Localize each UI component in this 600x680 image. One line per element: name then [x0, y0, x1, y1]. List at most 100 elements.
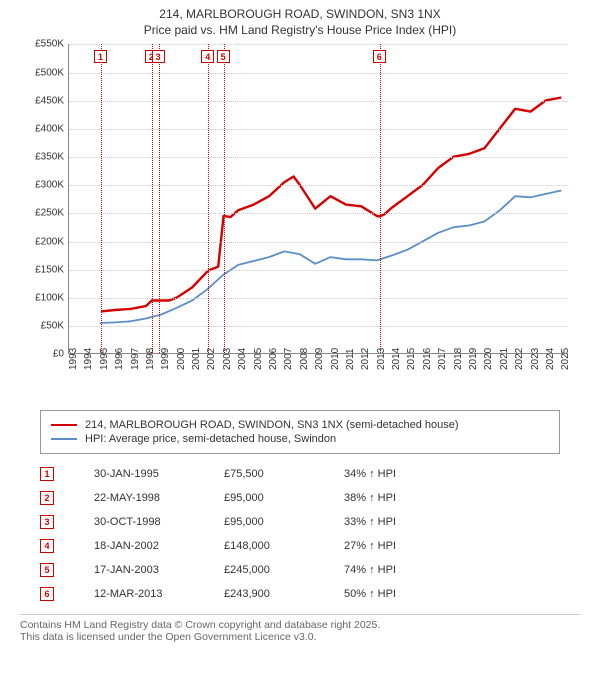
- x-axis-label: 2003: [222, 350, 233, 370]
- event-vline: [152, 44, 153, 353]
- event-row: 330-OCT-1998£95,00033% ↑ HPI: [40, 510, 560, 534]
- arrow-up-icon: ↑: [369, 468, 375, 480]
- gridline: [69, 270, 568, 271]
- y-axis-label: £400K: [20, 123, 64, 134]
- y-axis-label: £450K: [20, 95, 64, 106]
- chart-title: 214, MARLBOROUGH ROAD, SWINDON, SN3 1NX …: [10, 6, 590, 38]
- x-axis-label: 2018: [453, 350, 464, 370]
- x-axis-label: 2025: [560, 350, 571, 370]
- event-row: 517-JAN-2003£245,00074% ↑ HPI: [40, 558, 560, 582]
- legend-row: 214, MARLBOROUGH ROAD, SWINDON, SN3 1NX …: [51, 419, 549, 431]
- y-axis-label: £100K: [20, 293, 64, 304]
- events-table: 130-JAN-1995£75,50034% ↑ HPI 2 22-MAY-1998…: [40, 462, 560, 606]
- event-pct: 33% ↑ HPI: [344, 516, 396, 528]
- gridline: [69, 242, 568, 243]
- event-vline: [159, 44, 160, 353]
- event-pct: 34% ↑ HPI: [344, 468, 396, 480]
- plot-area: 123456: [68, 44, 568, 354]
- arrow-up-icon: ↑: [369, 564, 375, 576]
- arrow-up-icon: ↑: [369, 492, 375, 504]
- x-axis-label: 2009: [314, 350, 325, 370]
- gridline: [69, 185, 568, 186]
- x-axis-label: 2016: [422, 350, 433, 370]
- x-axis-label: 2024: [545, 350, 556, 370]
- legend-row: HPI: Average price, semi-detached house,…: [51, 433, 549, 445]
- event-vline: [101, 44, 102, 353]
- event-marker-1: 1: [94, 50, 107, 63]
- x-axis-label: 1998: [145, 350, 156, 370]
- event-row: 130-JAN-1995£75,50034% ↑ HPI: [40, 462, 560, 486]
- gridline: [69, 129, 568, 130]
- x-axis-label: 2008: [299, 350, 310, 370]
- legend: 214, MARLBOROUGH ROAD, SWINDON, SN3 1NX …: [40, 410, 560, 454]
- x-axis-label: 1997: [130, 350, 141, 370]
- x-axis-label: 1995: [99, 350, 110, 370]
- x-axis-label: 2000: [176, 350, 187, 370]
- series-property: [101, 98, 561, 312]
- footer: Contains HM Land Registry data © Crown c…: [20, 614, 580, 643]
- y-axis-label: £200K: [20, 236, 64, 247]
- event-marker-3: 3: [152, 50, 165, 63]
- x-axis-label: 2014: [391, 350, 402, 370]
- y-axis-label: £500K: [20, 67, 64, 78]
- x-axis-label: 2020: [483, 350, 494, 370]
- y-axis-label: £150K: [20, 264, 64, 275]
- gridline: [69, 326, 568, 327]
- x-axis-label: 2010: [330, 350, 341, 370]
- x-axis-label: 2001: [191, 350, 202, 370]
- y-axis-label: £300K: [20, 180, 64, 191]
- event-row-marker: 4: [40, 539, 54, 553]
- title-line1: 214, MARLBOROUGH ROAD, SWINDON, SN3 1NX: [10, 6, 590, 22]
- title-line2: Price paid vs. HM Land Registry's House …: [10, 22, 590, 38]
- event-marker-5: 5: [217, 50, 230, 63]
- event-pct: 50% ↑ HPI: [344, 588, 396, 600]
- x-axis-label: 1999: [160, 350, 171, 370]
- event-row: 222-MAY-1998£95,00038% ↑ HPI: [40, 486, 560, 510]
- x-axis-label: 2019: [468, 350, 479, 370]
- y-axis-label: £0: [20, 349, 64, 360]
- x-axis-label: 2005: [253, 350, 264, 370]
- x-axis-label: 2012: [360, 350, 371, 370]
- x-axis-label: 2002: [206, 350, 217, 370]
- arrow-up-icon: ↑: [369, 516, 375, 528]
- y-axis-label: £350K: [20, 152, 64, 163]
- x-axis-label: 2007: [283, 350, 294, 370]
- gridline: [69, 298, 568, 299]
- x-axis-label: 1994: [83, 350, 94, 370]
- series-hpi: [100, 191, 562, 324]
- x-axis-label: 2006: [268, 350, 279, 370]
- gridline: [69, 213, 568, 214]
- x-axis-label: 2017: [437, 350, 448, 370]
- footer-line2: This data is licensed under the Open Gov…: [20, 631, 580, 643]
- event-date: 17-JAN-2003: [94, 564, 224, 576]
- x-axis-label: 1993: [68, 350, 79, 370]
- event-price: £245,000: [224, 564, 344, 576]
- x-axis-label: 2011: [345, 350, 356, 370]
- event-date: 30-OCT-1998: [94, 516, 224, 528]
- event-pct: 74% ↑ HPI: [344, 564, 396, 576]
- event-vline: [380, 44, 381, 353]
- legend-swatch: [51, 424, 77, 426]
- gridline: [69, 73, 568, 74]
- event-row: 6 12-MAR-2013£243,90050% ↑ HPI: [40, 582, 560, 606]
- gridline: [69, 157, 568, 158]
- y-axis-label: £550K: [20, 39, 64, 50]
- x-axis-label: 2004: [237, 350, 248, 370]
- event-vline: [224, 44, 225, 353]
- y-axis-label: £50K: [20, 321, 64, 332]
- x-axis-label: 2013: [376, 350, 387, 370]
- footer-line1: Contains HM Land Registry data © Crown c…: [20, 619, 580, 631]
- event-vline: [208, 44, 209, 353]
- event-date: 12-MAR-2013: [94, 588, 224, 600]
- event-price: £243,900: [224, 588, 344, 600]
- event-row-marker: 2: [40, 491, 54, 505]
- event-date: 30-JAN-1995: [94, 468, 224, 480]
- event-date: 22-MAY-1998: [94, 492, 224, 504]
- gridline: [69, 44, 568, 45]
- event-row-marker: 6: [40, 587, 54, 601]
- gridline: [69, 101, 568, 102]
- chart: 123456 £0£50K£100K£150K£200K£250K£300K£3…: [20, 44, 580, 404]
- event-row: 418-JAN-2002£148,00027% ↑ HPI: [40, 534, 560, 558]
- event-date: 18-JAN-2002: [94, 540, 224, 552]
- x-axis-label: 2023: [530, 350, 541, 370]
